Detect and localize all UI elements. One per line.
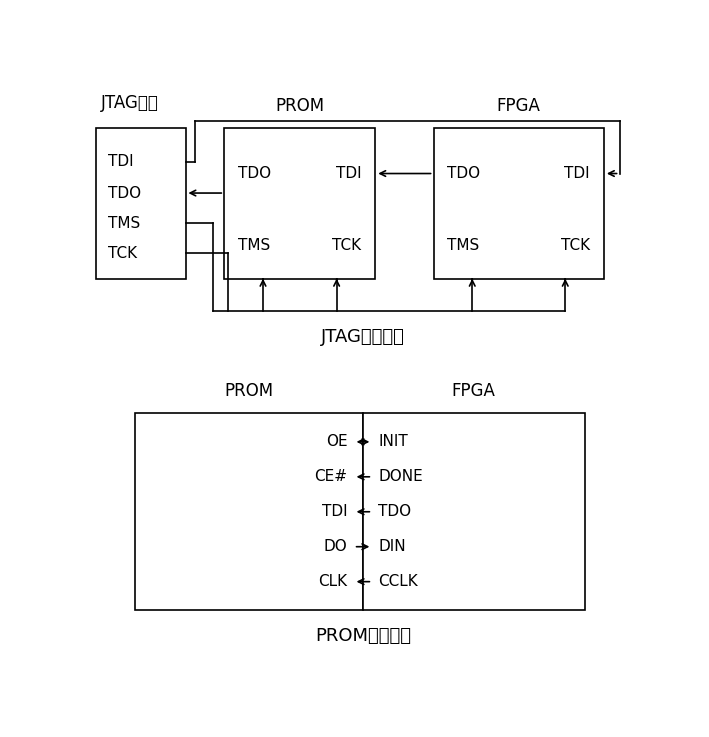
Text: TDO: TDO <box>447 166 481 181</box>
Bar <box>363 413 585 609</box>
Text: PROM: PROM <box>275 97 325 115</box>
Text: CE#: CE# <box>315 469 347 484</box>
Text: TDI: TDI <box>322 504 347 520</box>
Text: DIN: DIN <box>379 539 406 554</box>
Text: CCLK: CCLK <box>379 574 418 589</box>
Text: JTAG接口: JTAG接口 <box>101 94 158 111</box>
Text: TDI: TDI <box>564 166 590 181</box>
Text: FPGA: FPGA <box>452 382 496 399</box>
Text: TCK: TCK <box>561 238 590 253</box>
Text: TDO: TDO <box>379 504 412 520</box>
Bar <box>96 128 186 279</box>
Text: TCK: TCK <box>108 245 137 261</box>
Text: FPGA: FPGA <box>497 97 541 115</box>
Text: TMS: TMS <box>108 216 140 231</box>
Bar <box>433 128 604 279</box>
Text: DO: DO <box>324 539 347 554</box>
Bar <box>135 413 363 609</box>
Text: TMS: TMS <box>447 238 480 253</box>
Text: OE: OE <box>326 434 347 450</box>
Text: TDI: TDI <box>336 166 362 181</box>
Text: PROM: PROM <box>225 382 274 399</box>
Text: TDO: TDO <box>238 166 272 181</box>
Text: INIT: INIT <box>379 434 408 450</box>
Text: JTAG配置链路: JTAG配置链路 <box>321 328 405 346</box>
Text: DONE: DONE <box>379 469 423 484</box>
Text: TDI: TDI <box>108 154 133 169</box>
Text: CLK: CLK <box>318 574 347 589</box>
Text: TCK: TCK <box>333 238 362 253</box>
Text: PROM配置链路: PROM配置链路 <box>315 626 411 645</box>
Text: TMS: TMS <box>238 238 270 253</box>
Text: TDO: TDO <box>108 186 141 200</box>
Bar <box>224 128 375 279</box>
